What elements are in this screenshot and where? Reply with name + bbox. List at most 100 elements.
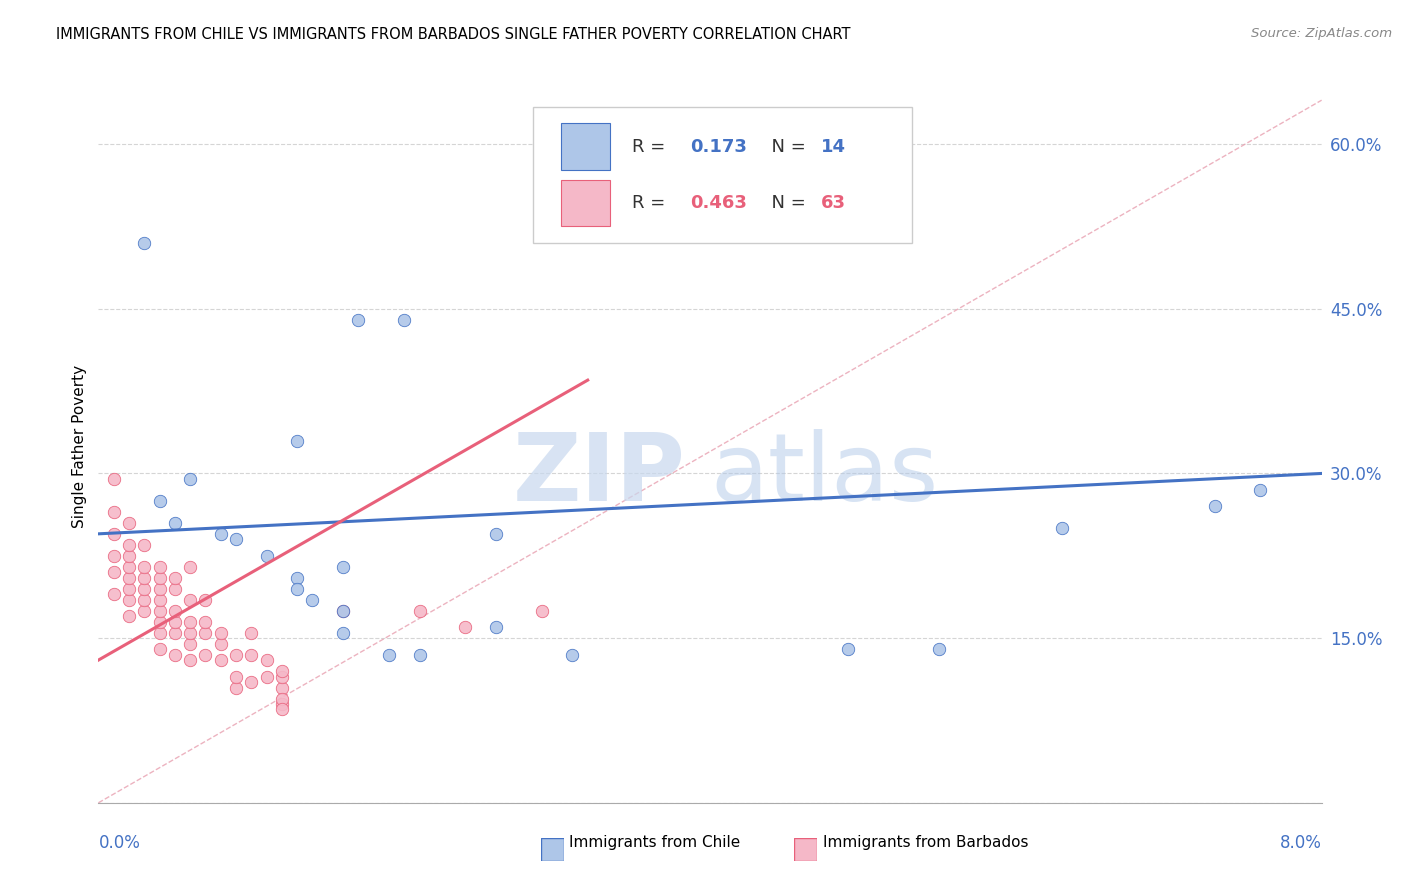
Point: [928, 642, 950, 657]
Point: [209, 637, 232, 651]
Point: [332, 604, 354, 618]
Point: [332, 604, 354, 618]
Point: [270, 702, 294, 716]
Point: [134, 571, 156, 585]
Point: [270, 664, 294, 678]
Point: [163, 615, 186, 629]
Point: [392, 312, 416, 326]
Point: [118, 582, 141, 596]
Point: [347, 312, 370, 326]
Point: [118, 538, 141, 552]
Point: [240, 675, 263, 690]
Text: ZIP: ZIP: [513, 428, 686, 521]
Point: [194, 625, 217, 640]
Point: [149, 615, 172, 629]
Text: Immigrants from Chile: Immigrants from Chile: [569, 836, 741, 850]
Point: [378, 648, 401, 662]
Point: [270, 691, 294, 706]
Point: [270, 669, 294, 683]
Point: [134, 235, 156, 250]
Point: [118, 549, 141, 563]
Point: [530, 192, 553, 206]
Point: [103, 549, 125, 563]
Y-axis label: Single Father Poverty: Single Father Poverty: [72, 365, 87, 527]
Point: [1249, 483, 1271, 497]
Point: [194, 615, 217, 629]
Text: 8.0%: 8.0%: [1279, 834, 1322, 852]
Text: N =: N =: [761, 137, 811, 155]
Point: [103, 526, 125, 541]
FancyBboxPatch shape: [533, 107, 912, 243]
Point: [134, 559, 156, 574]
Point: [103, 505, 125, 519]
Point: [179, 637, 201, 651]
Point: [240, 625, 263, 640]
Point: [103, 587, 125, 601]
Point: [256, 669, 278, 683]
Text: Source: ZipAtlas.com: Source: ZipAtlas.com: [1251, 27, 1392, 40]
Point: [103, 566, 125, 580]
Point: [118, 516, 141, 530]
Point: [285, 434, 308, 448]
Point: [179, 653, 201, 667]
Point: [530, 604, 553, 618]
Point: [149, 559, 172, 574]
Point: [270, 681, 294, 695]
Point: [149, 592, 172, 607]
Point: [270, 697, 294, 711]
Bar: [561, 123, 610, 169]
Point: [194, 592, 217, 607]
Text: N =: N =: [761, 194, 811, 212]
Text: atlas: atlas: [710, 428, 938, 521]
Point: [149, 642, 172, 657]
Point: [118, 559, 141, 574]
Point: [285, 582, 308, 596]
Point: [134, 538, 156, 552]
Point: [163, 604, 186, 618]
Point: [179, 592, 201, 607]
Text: Immigrants from Barbados: Immigrants from Barbados: [823, 836, 1028, 850]
Point: [209, 653, 232, 667]
Point: [301, 592, 323, 607]
Text: 63: 63: [821, 194, 846, 212]
Point: [118, 571, 141, 585]
Text: 0.173: 0.173: [690, 137, 748, 155]
Point: [118, 592, 141, 607]
Point: [163, 516, 186, 530]
Point: [134, 582, 156, 596]
Point: [209, 526, 232, 541]
Point: [179, 472, 201, 486]
Point: [149, 604, 172, 618]
Point: [454, 620, 477, 634]
Text: R =: R =: [631, 137, 671, 155]
Text: R =: R =: [631, 194, 671, 212]
Point: [225, 648, 247, 662]
Point: [225, 533, 247, 547]
Point: [225, 681, 247, 695]
Point: [256, 549, 278, 563]
Point: [332, 559, 354, 574]
Point: [240, 648, 263, 662]
Point: [485, 526, 508, 541]
Point: [256, 653, 278, 667]
Point: [103, 472, 125, 486]
Point: [149, 571, 172, 585]
Point: [285, 571, 308, 585]
Point: [561, 648, 583, 662]
Point: [118, 609, 141, 624]
Text: 0.0%: 0.0%: [98, 834, 141, 852]
Point: [134, 592, 156, 607]
Point: [163, 571, 186, 585]
Point: [149, 494, 172, 508]
Point: [179, 625, 201, 640]
Point: [163, 625, 186, 640]
Point: [209, 625, 232, 640]
Text: 14: 14: [821, 137, 846, 155]
Bar: [561, 180, 610, 227]
Point: [149, 625, 172, 640]
Point: [332, 625, 354, 640]
Point: [179, 615, 201, 629]
Point: [408, 604, 430, 618]
Point: [837, 642, 859, 657]
Text: IMMIGRANTS FROM CHILE VS IMMIGRANTS FROM BARBADOS SINGLE FATHER POVERTY CORRELAT: IMMIGRANTS FROM CHILE VS IMMIGRANTS FROM…: [56, 27, 851, 42]
